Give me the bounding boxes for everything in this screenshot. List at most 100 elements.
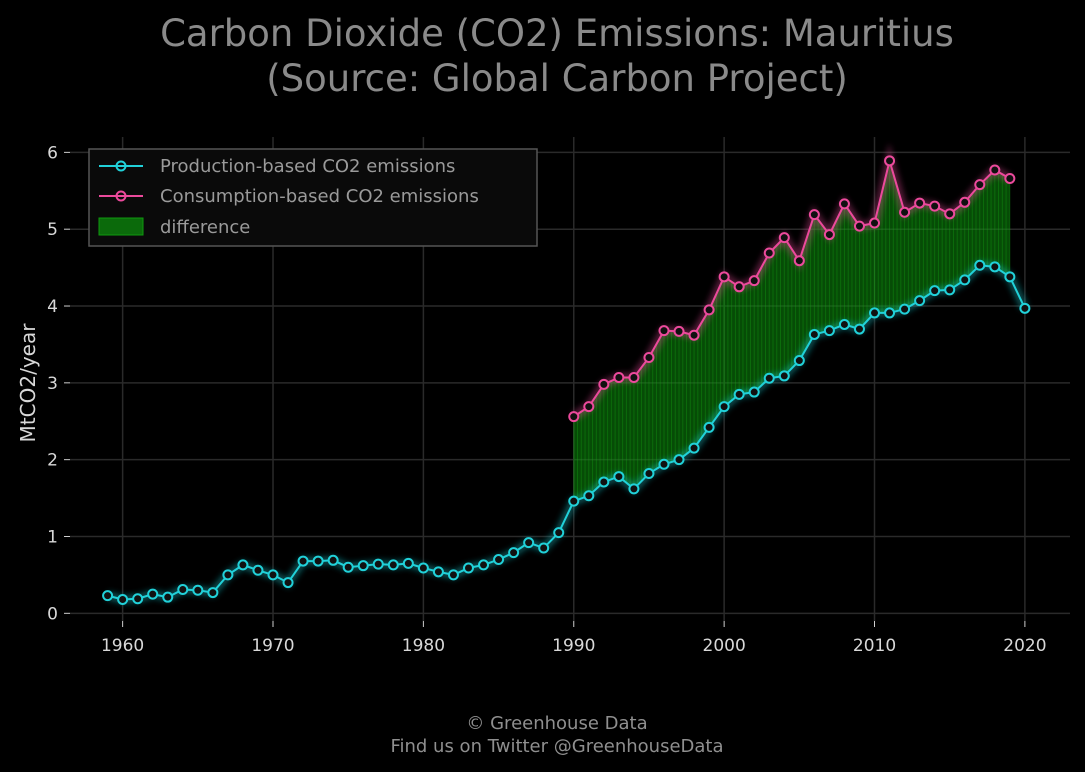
- consumption-point-2018: [989, 164, 1001, 176]
- x-tick-label-1960: 1960: [101, 636, 144, 656]
- production-point-2020: [1019, 302, 1031, 314]
- production-point-1978: [387, 559, 399, 571]
- consumption-point-2005: [793, 255, 805, 267]
- production-point-1965: [192, 584, 204, 596]
- production-point-2005: [793, 355, 805, 367]
- production-point-1987: [523, 537, 535, 549]
- production-point-1976: [357, 560, 369, 572]
- chart-title-line-2: (Source: Global Carbon Project): [266, 57, 848, 100]
- legend-box: [88, 148, 538, 247]
- legend: Production-based CO2 emissions Consumpti…: [88, 148, 538, 247]
- production-point-1997: [673, 454, 685, 466]
- y-tick-label-5: 5: [47, 220, 58, 240]
- production-point-1984: [478, 559, 490, 571]
- consumption-point-1997: [673, 325, 685, 337]
- production-point-1967: [222, 569, 234, 581]
- consumption-point-2000: [718, 271, 730, 283]
- footer-copyright: © Greenhouse Data: [466, 713, 647, 734]
- x-tick-label-2000: 2000: [703, 636, 746, 656]
- y-tick-label-3: 3: [47, 374, 58, 394]
- production-point-1973: [312, 555, 324, 567]
- production-point-1975: [342, 561, 354, 573]
- difference-area: [573, 160, 1010, 502]
- production-point-1971: [282, 577, 294, 589]
- production-point-1994: [628, 483, 640, 495]
- production-point-2007: [823, 325, 835, 337]
- consumption-point-1991: [583, 401, 595, 413]
- consumption-point-1992: [598, 378, 610, 390]
- production-point-2016: [959, 274, 971, 286]
- production-point-2018: [989, 261, 1001, 273]
- consumption-point-1998: [688, 329, 700, 341]
- chart-title-line-1: Carbon Dioxide (CO2) Emissions: Mauritiu…: [160, 12, 954, 55]
- production-point-2009: [853, 323, 865, 335]
- production-point-1974: [327, 554, 339, 566]
- series-layer: [102, 143, 1031, 605]
- production-point-2002: [748, 386, 760, 398]
- production-point-1988: [538, 542, 550, 554]
- production-point-1993: [613, 471, 625, 483]
- y-tick-label-1: 1: [47, 527, 58, 547]
- consumption-point-2001: [733, 281, 745, 293]
- consumption-point-2011: [884, 155, 896, 167]
- production-point-2008: [838, 318, 850, 330]
- production-point-1982: [447, 569, 459, 581]
- consumption-point-2008: [838, 198, 850, 210]
- production-point-2011: [884, 307, 896, 319]
- production-point-2010: [869, 307, 881, 319]
- production-point-1979: [402, 557, 414, 569]
- y-tick-label-2: 2: [47, 451, 58, 471]
- production-point-1991: [583, 490, 595, 502]
- production-point-1960: [117, 593, 129, 605]
- consumption-point-2014: [929, 200, 941, 212]
- consumption-point-2006: [808, 209, 820, 221]
- axis-ticks: 1960 1970 1980 1990 2000 2010 2020 0 1 2 3 4 5 6: [47, 143, 1046, 656]
- production-point-2019: [1004, 271, 1016, 283]
- consumption-point-2009: [853, 220, 865, 232]
- consumption-point-2002: [748, 275, 760, 287]
- consumption-point-2012: [899, 206, 911, 218]
- y-axis-label: MtCO2/year: [16, 323, 40, 443]
- production-point-2012: [899, 303, 911, 315]
- consumption-point-1994: [628, 371, 640, 383]
- production-point-1961: [132, 593, 144, 605]
- consumption-point-1999: [703, 304, 715, 316]
- production-point-1959: [102, 590, 114, 602]
- difference-fill: [573, 160, 1011, 502]
- production-point-2014: [929, 285, 941, 297]
- production-point-2003: [763, 372, 775, 384]
- production-point-1962: [147, 588, 159, 600]
- production-point-2015: [944, 284, 956, 296]
- consumption-point-1990: [568, 411, 580, 423]
- x-tick-label-2010: 2010: [853, 636, 896, 656]
- consumption-point-1993: [613, 371, 625, 383]
- production-point-1964: [177, 584, 189, 596]
- consumption-point-2015: [944, 208, 956, 220]
- production-point-1977: [372, 558, 384, 570]
- production-point-2000: [718, 401, 730, 413]
- y-tick-label-4: 4: [47, 297, 58, 317]
- production-point-1972: [297, 555, 309, 567]
- consumption-point-2004: [778, 232, 790, 244]
- consumption-point-2003: [763, 247, 775, 259]
- production-point-1996: [658, 458, 670, 470]
- y-tick-label-0: 0: [47, 604, 58, 624]
- production-point-2004: [778, 370, 790, 382]
- production-point-1999: [703, 421, 715, 433]
- consumption-point-2019: [1004, 172, 1016, 184]
- legend-label-consumption: Consumption-based CO2 emissions: [160, 186, 479, 207]
- legend-label-production: Production-based CO2 emissions: [160, 156, 455, 177]
- production-point-1998: [688, 442, 700, 454]
- legend-marker-production: [115, 160, 127, 172]
- consumption-point-1995: [643, 351, 655, 363]
- x-tick-label-2020: 2020: [1003, 636, 1046, 656]
- production-point-1970: [267, 569, 279, 581]
- production-point-1986: [508, 547, 520, 559]
- y-tick-label-6: 6: [47, 143, 58, 163]
- consumption-point-2010: [869, 217, 881, 229]
- x-tick-label-1980: 1980: [402, 636, 445, 656]
- production-point-2006: [808, 328, 820, 340]
- production-point-1968: [237, 559, 249, 571]
- production-point-2013: [914, 295, 926, 307]
